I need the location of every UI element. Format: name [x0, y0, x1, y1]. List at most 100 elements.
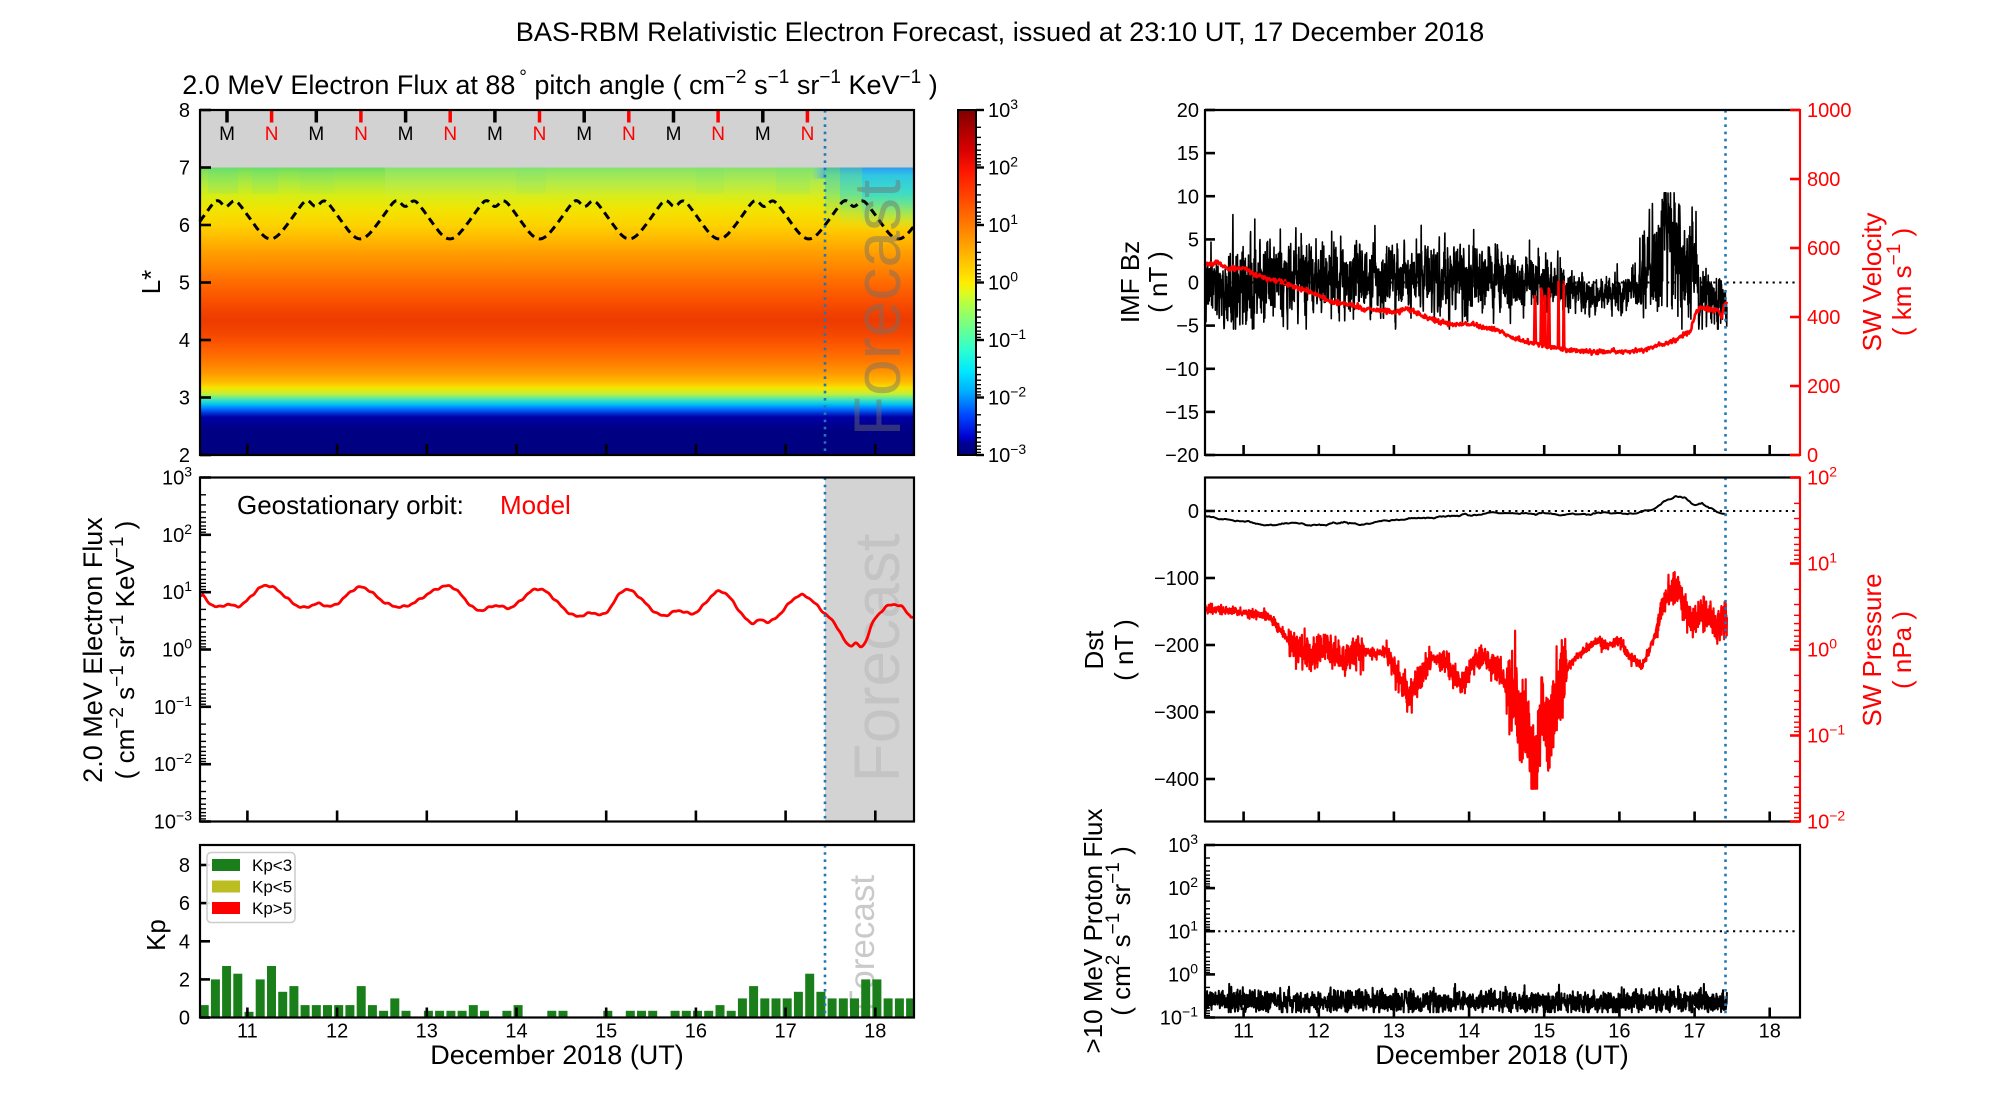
svg-text:600: 600	[1807, 238, 1840, 260]
svg-text:103: 103	[988, 96, 1018, 122]
svg-text:−200: −200	[1154, 635, 1199, 657]
svg-text:( cm−2 s−1 sr−1 KeV−1 ): ( cm−2 s−1 sr−1 KeV−1 )	[107, 521, 140, 780]
svg-text:N: N	[533, 124, 547, 145]
svg-text:Forecast: Forecast	[840, 180, 914, 437]
svg-text:101: 101	[988, 211, 1018, 237]
svg-text:18: 18	[1759, 1021, 1781, 1043]
svg-text:200: 200	[1807, 376, 1840, 398]
svg-text:10−1: 10−1	[1160, 1004, 1198, 1030]
svg-text:BAS-RBM Relativistic Electron: BAS-RBM Relativistic Electron Forecast, …	[516, 16, 1485, 47]
svg-text:18: 18	[864, 1021, 886, 1043]
svg-text:2.0 MeV Electron Flux at 88 °: 2.0 MeV Electron Flux at 88 ° pitch angl…	[182, 67, 937, 100]
svg-text:5: 5	[179, 273, 190, 295]
svg-text:December 2018 (UT): December 2018 (UT)	[430, 1040, 684, 1070]
svg-text:102: 102	[1807, 464, 1837, 490]
svg-text:102: 102	[988, 154, 1018, 180]
svg-text:5: 5	[1188, 229, 1199, 251]
svg-text:0: 0	[1807, 445, 1818, 467]
svg-text:6: 6	[179, 215, 190, 237]
svg-text:Kp>5: Kp>5	[252, 899, 292, 918]
svg-text:−100: −100	[1154, 568, 1199, 590]
svg-text:10−1: 10−1	[154, 693, 192, 719]
svg-text:( cm2 s−1 sr−1 ): ( cm2 s−1 sr−1 )	[1103, 846, 1136, 1015]
svg-text:11: 11	[237, 1021, 258, 1043]
svg-text:17: 17	[1683, 1021, 1705, 1043]
svg-text:IMF Bz: IMF Bz	[1115, 241, 1145, 323]
svg-text:14: 14	[1458, 1021, 1480, 1043]
svg-text:N: N	[265, 124, 279, 145]
svg-text:10−2: 10−2	[988, 384, 1026, 410]
svg-text:SW Velocity: SW Velocity	[1857, 213, 1887, 352]
svg-text:10−2: 10−2	[154, 750, 192, 776]
svg-text:M: M	[576, 124, 592, 145]
svg-text:13: 13	[416, 1021, 438, 1043]
svg-text:( nT ): ( nT )	[1143, 251, 1173, 313]
svg-text:16: 16	[1608, 1021, 1630, 1043]
svg-text:Kp<5: Kp<5	[252, 878, 292, 897]
svg-text:3: 3	[179, 388, 190, 410]
svg-text:−5: −5	[1176, 316, 1199, 338]
svg-text:M: M	[308, 124, 324, 145]
svg-text:10−1: 10−1	[1807, 722, 1845, 748]
svg-text:17: 17	[774, 1021, 796, 1043]
svg-text:Model: Model	[500, 490, 571, 520]
svg-text:10−3: 10−3	[988, 441, 1026, 467]
svg-text:4: 4	[179, 330, 190, 352]
svg-text:Kp: Kp	[141, 919, 171, 951]
svg-text:12: 12	[326, 1021, 348, 1043]
svg-text:103: 103	[162, 464, 192, 490]
svg-text:4: 4	[179, 931, 190, 953]
svg-text:14: 14	[505, 1021, 527, 1043]
svg-text:12: 12	[1308, 1021, 1330, 1043]
svg-text:15: 15	[595, 1021, 617, 1043]
svg-text:M: M	[755, 124, 771, 145]
svg-text:Geostationary orbit:: Geostationary orbit:	[237, 490, 464, 520]
svg-text:( nT ): ( nT )	[1109, 619, 1139, 681]
svg-text:800: 800	[1807, 169, 1840, 191]
svg-text:Kp<3: Kp<3	[252, 856, 292, 875]
svg-text:102: 102	[162, 521, 192, 547]
svg-text:SW Pressure: SW Pressure	[1857, 573, 1887, 726]
svg-text:N: N	[622, 124, 636, 145]
svg-text:6: 6	[179, 893, 190, 915]
svg-text:0: 0	[1188, 501, 1199, 523]
svg-text:7: 7	[179, 158, 190, 180]
svg-text:( nPa ): ( nPa )	[1887, 611, 1917, 689]
svg-text:N: N	[443, 124, 457, 145]
svg-text:100: 100	[988, 269, 1018, 295]
svg-text:1000: 1000	[1807, 100, 1852, 122]
svg-text:10−1: 10−1	[988, 326, 1026, 352]
svg-text:−400: −400	[1154, 769, 1199, 791]
svg-text:15: 15	[1177, 143, 1199, 165]
svg-text:103: 103	[1168, 831, 1198, 857]
svg-text:11: 11	[1233, 1021, 1254, 1043]
svg-text:−20: −20	[1165, 445, 1199, 467]
svg-text:10−2: 10−2	[1807, 808, 1845, 834]
svg-text:M: M	[666, 124, 682, 145]
svg-text:102: 102	[1168, 874, 1198, 900]
svg-text:10−3: 10−3	[154, 807, 192, 833]
svg-text:400: 400	[1807, 307, 1840, 329]
svg-text:2: 2	[179, 445, 190, 467]
svg-text:20: 20	[1177, 100, 1199, 122]
svg-text:>10 MeV Proton Flux: >10 MeV Proton Flux	[1078, 809, 1108, 1054]
svg-text:2.0 MeV Electron Flux: 2.0 MeV Electron Flux	[78, 517, 108, 783]
svg-text:M: M	[487, 124, 503, 145]
svg-text:−300: −300	[1154, 702, 1199, 724]
svg-text:10: 10	[1177, 186, 1199, 208]
svg-text:M: M	[219, 124, 235, 145]
svg-text:15: 15	[1533, 1021, 1555, 1043]
svg-text:0: 0	[179, 1008, 190, 1030]
svg-text:16: 16	[685, 1021, 707, 1043]
svg-text:101: 101	[1807, 550, 1837, 576]
svg-text:N: N	[801, 124, 815, 145]
svg-text:100: 100	[1168, 960, 1198, 986]
svg-text:N: N	[711, 124, 725, 145]
svg-text:8: 8	[179, 100, 190, 122]
svg-text:13: 13	[1383, 1021, 1405, 1043]
svg-text:December 2018 (UT): December 2018 (UT)	[1375, 1040, 1629, 1070]
svg-text:N: N	[354, 124, 368, 145]
svg-text:101: 101	[162, 578, 192, 604]
svg-text:8: 8	[179, 855, 190, 877]
svg-text:100: 100	[1807, 636, 1837, 662]
